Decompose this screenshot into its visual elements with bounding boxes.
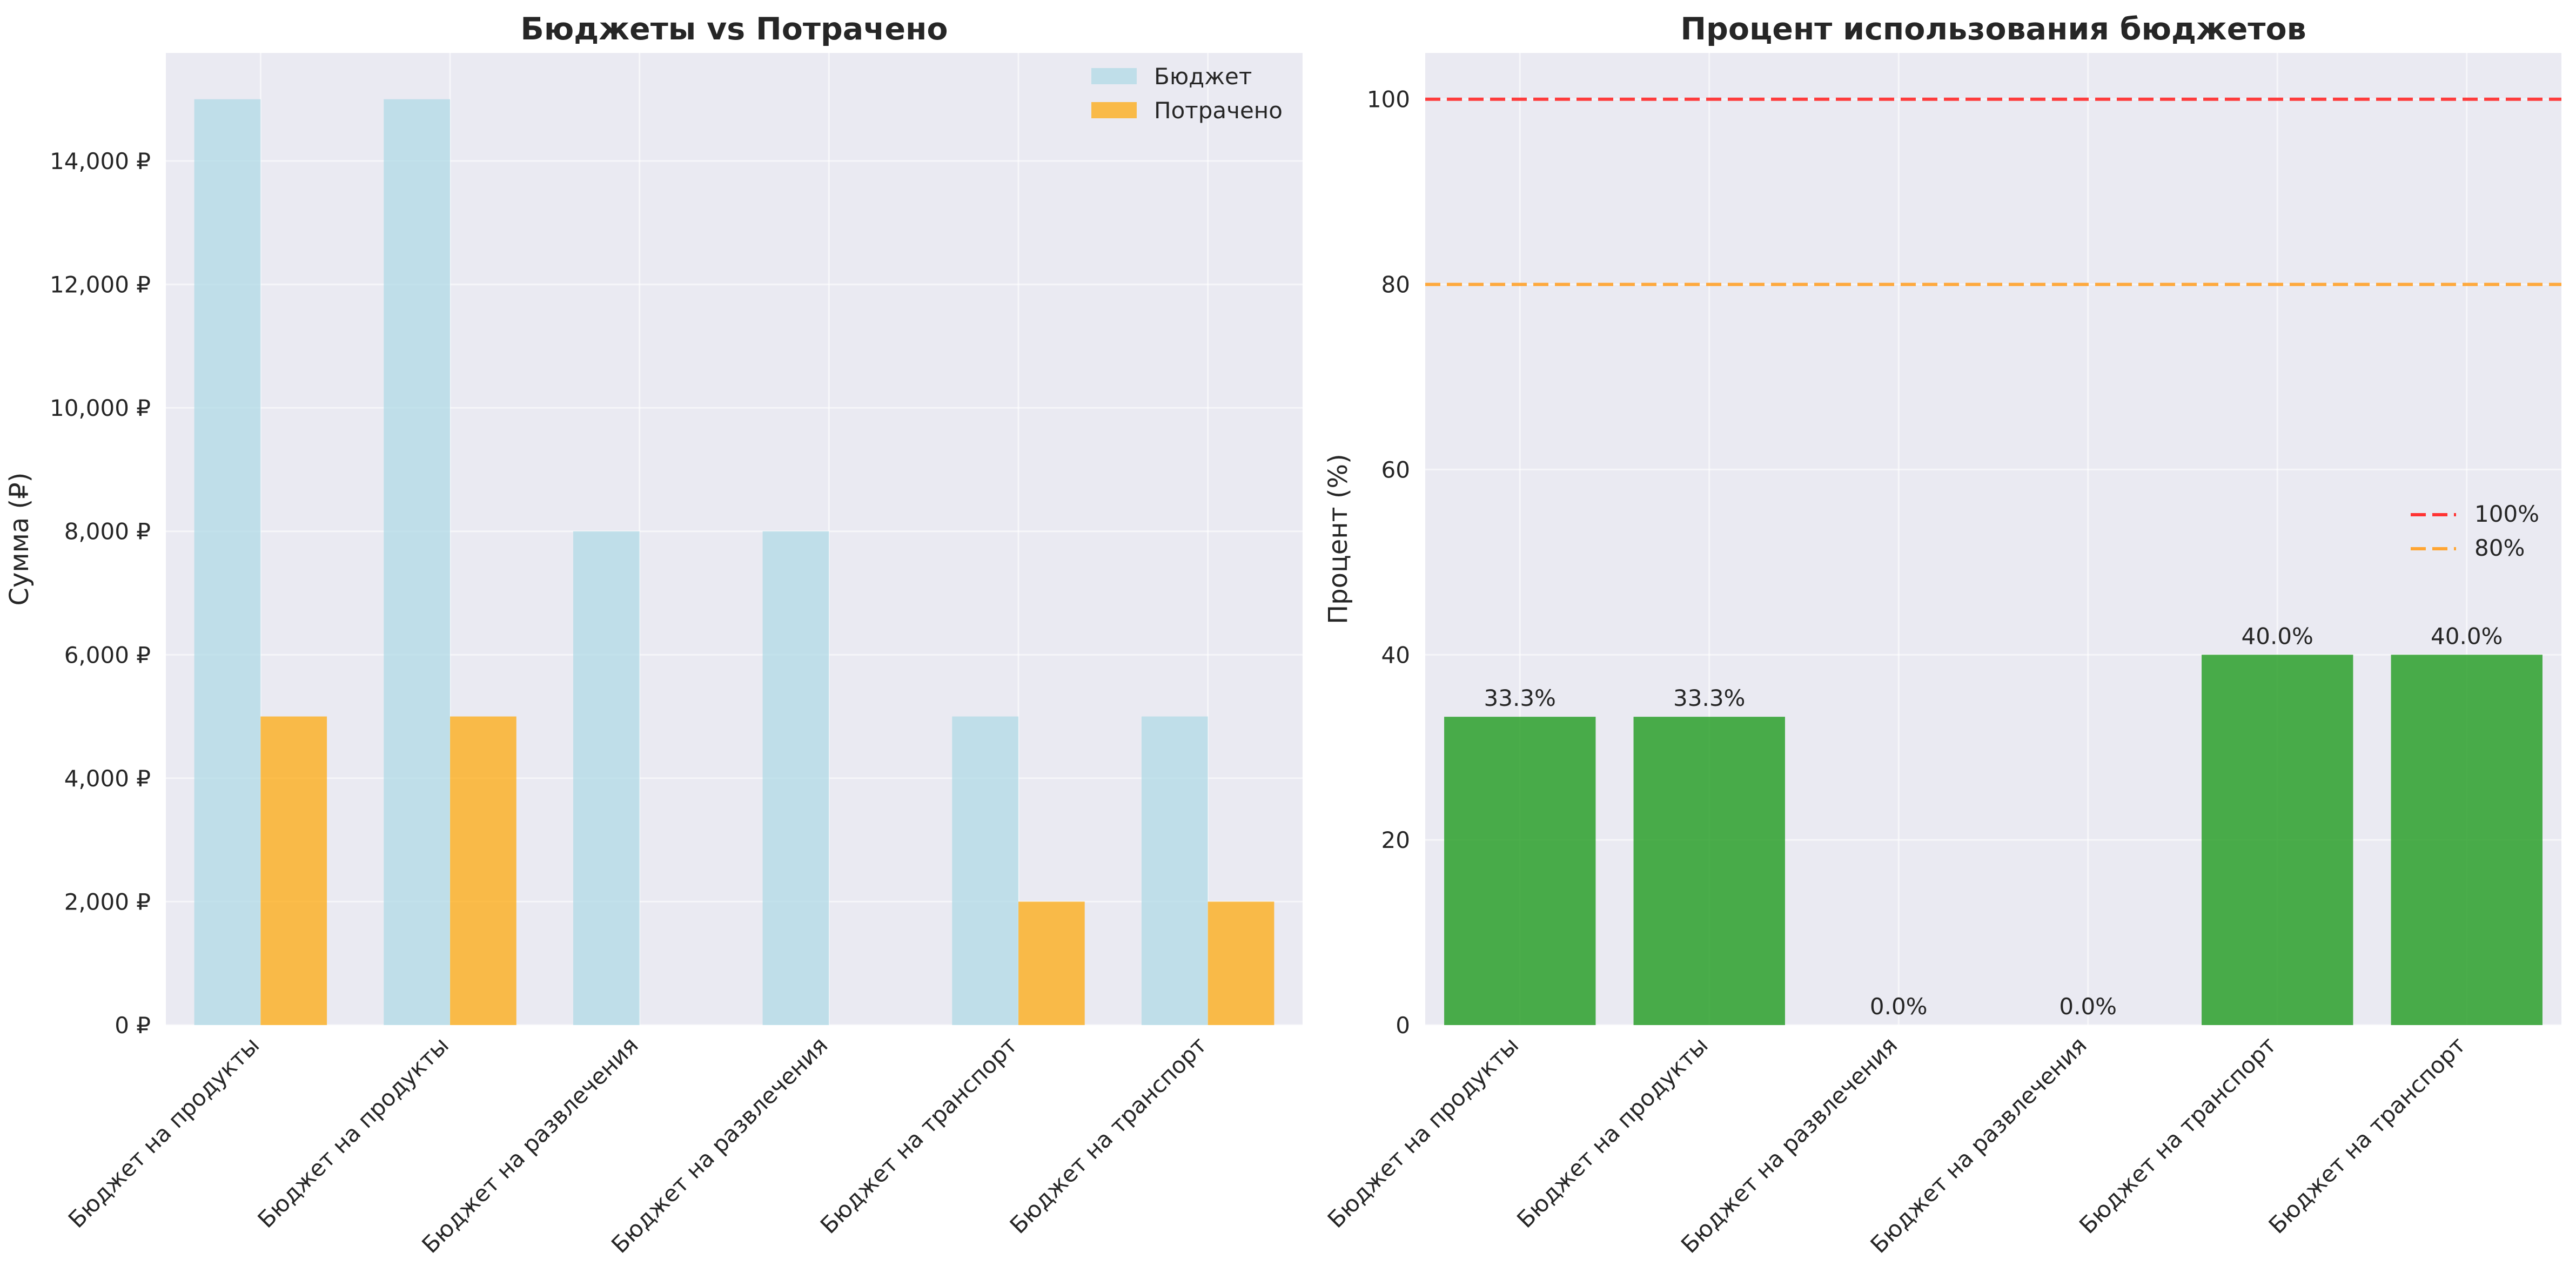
legend-label: Бюджет: [1154, 63, 1252, 90]
y-tick-label: 100: [1367, 86, 1410, 113]
x-tick-label: Бюджет на продукты: [252, 1032, 454, 1233]
budget-bar: [1141, 716, 1208, 1025]
bar-value-label: 40.0%: [2431, 623, 2503, 649]
usage-bar: [2202, 655, 2353, 1025]
y-axis-label: Сумма (₽): [4, 472, 35, 605]
y-tick-label: 2,000 ₽: [64, 888, 151, 915]
chart-title: Процент использования бюджетов: [1680, 11, 2306, 47]
bars: [1444, 655, 2543, 1025]
y-tick-label: 0: [1396, 1012, 1410, 1039]
bar-value-label: 40.0%: [2242, 623, 2313, 649]
reference-lines: [1425, 97, 2561, 286]
x-tick-label: Бюджет на транспорт: [815, 1032, 1022, 1238]
legend-label: Потрачено: [1154, 97, 1283, 124]
spent-bar: [1018, 901, 1085, 1025]
usage-bar: [1633, 717, 1785, 1025]
spent-bar: [260, 716, 327, 1025]
plot-area: [1425, 53, 2561, 1025]
x-tick-label: Бюджет на развлечения: [1865, 1032, 2091, 1258]
legend-swatch: [1091, 102, 1137, 118]
y-tick-label: 10,000 ₽: [50, 395, 151, 421]
budget-bar: [952, 716, 1018, 1025]
x-tick-label: Бюджет на развлечения: [417, 1032, 643, 1258]
x-tick-label: Бюджет на продукты: [63, 1032, 265, 1233]
x-tick-label: Бюджет на развлечения: [606, 1032, 833, 1258]
y-ticks: 0 ₽ 2,000 ₽ 4,000 ₽ 6,000 ₽ 8,000 ₽ 10,000 ₽ 1…: [50, 148, 151, 1039]
x-tick-label: Бюджет на продукты: [1512, 1032, 1713, 1233]
x-tick-label: Бюджет на транспорт: [2074, 1032, 2281, 1238]
bar-value-label: 33.3%: [1673, 685, 1745, 711]
bar-value-label: 33.3%: [1484, 685, 1556, 711]
y-tick-label: 80: [1381, 272, 1410, 298]
y-tick-label: 4,000 ₽: [64, 765, 151, 792]
budget-usage-percent-chart: 33.3% 33.3% 0.0% 0.0% 40.0% 40.0% 0 20 40 60 80 10…: [1323, 11, 2561, 1258]
x-tick-label: Бюджет на продукты: [1323, 1032, 1524, 1233]
grid: [1425, 53, 2561, 1026]
bar-value-label: 0.0%: [2059, 993, 2117, 1020]
x-tick-label: Бюджет на транспорт: [2264, 1032, 2471, 1238]
spent-bar: [1208, 901, 1274, 1025]
y-tick-label: 40: [1381, 642, 1410, 668]
budget-bar: [762, 531, 829, 1025]
y-ticks: 0 20 40 60 80 100: [1367, 86, 1410, 1039]
bars: [194, 99, 1274, 1026]
y-axis-label: Процент (%): [1323, 454, 1353, 624]
legend: 100% 80%: [2411, 501, 2539, 561]
budget-bar: [384, 99, 450, 1026]
y-tick-label: 60: [1381, 456, 1410, 483]
bar-value-label: 0.0%: [1870, 993, 1928, 1020]
usage-bar: [2391, 655, 2543, 1025]
budget-bar: [194, 99, 261, 1026]
y-tick-label: 14,000 ₽: [50, 148, 151, 174]
budget-bar: [573, 531, 640, 1025]
x-tick-label: Бюджет на развлечения: [1676, 1032, 1902, 1258]
chart-title: Бюджеты vs Потрачено: [520, 11, 948, 47]
y-tick-label: 6,000 ₽: [64, 642, 151, 668]
usage-bar: [1444, 717, 1596, 1025]
y-tick-label: 0 ₽: [115, 1012, 151, 1039]
legend-swatch: [1091, 68, 1137, 84]
legend: Бюджет Потрачено: [1091, 63, 1283, 124]
spent-bar: [450, 716, 516, 1025]
legend-label: 100%: [2474, 501, 2539, 527]
y-tick-label: 8,000 ₽: [64, 518, 151, 545]
value-labels: 33.3% 33.3% 0.0% 0.0% 40.0% 40.0%: [1484, 623, 2503, 1020]
plot-area: [166, 53, 1303, 1025]
budget-vs-spent-chart: 0 ₽ 2,000 ₽ 4,000 ₽ 6,000 ₽ 8,000 ₽ 10,000 ₽ 1…: [4, 11, 1303, 1258]
y-tick-label: 12,000 ₽: [50, 272, 151, 298]
y-tick-label: 20: [1381, 827, 1410, 853]
legend-label: 80%: [2474, 535, 2525, 561]
x-tick-label: Бюджет на транспорт: [1005, 1032, 1212, 1238]
